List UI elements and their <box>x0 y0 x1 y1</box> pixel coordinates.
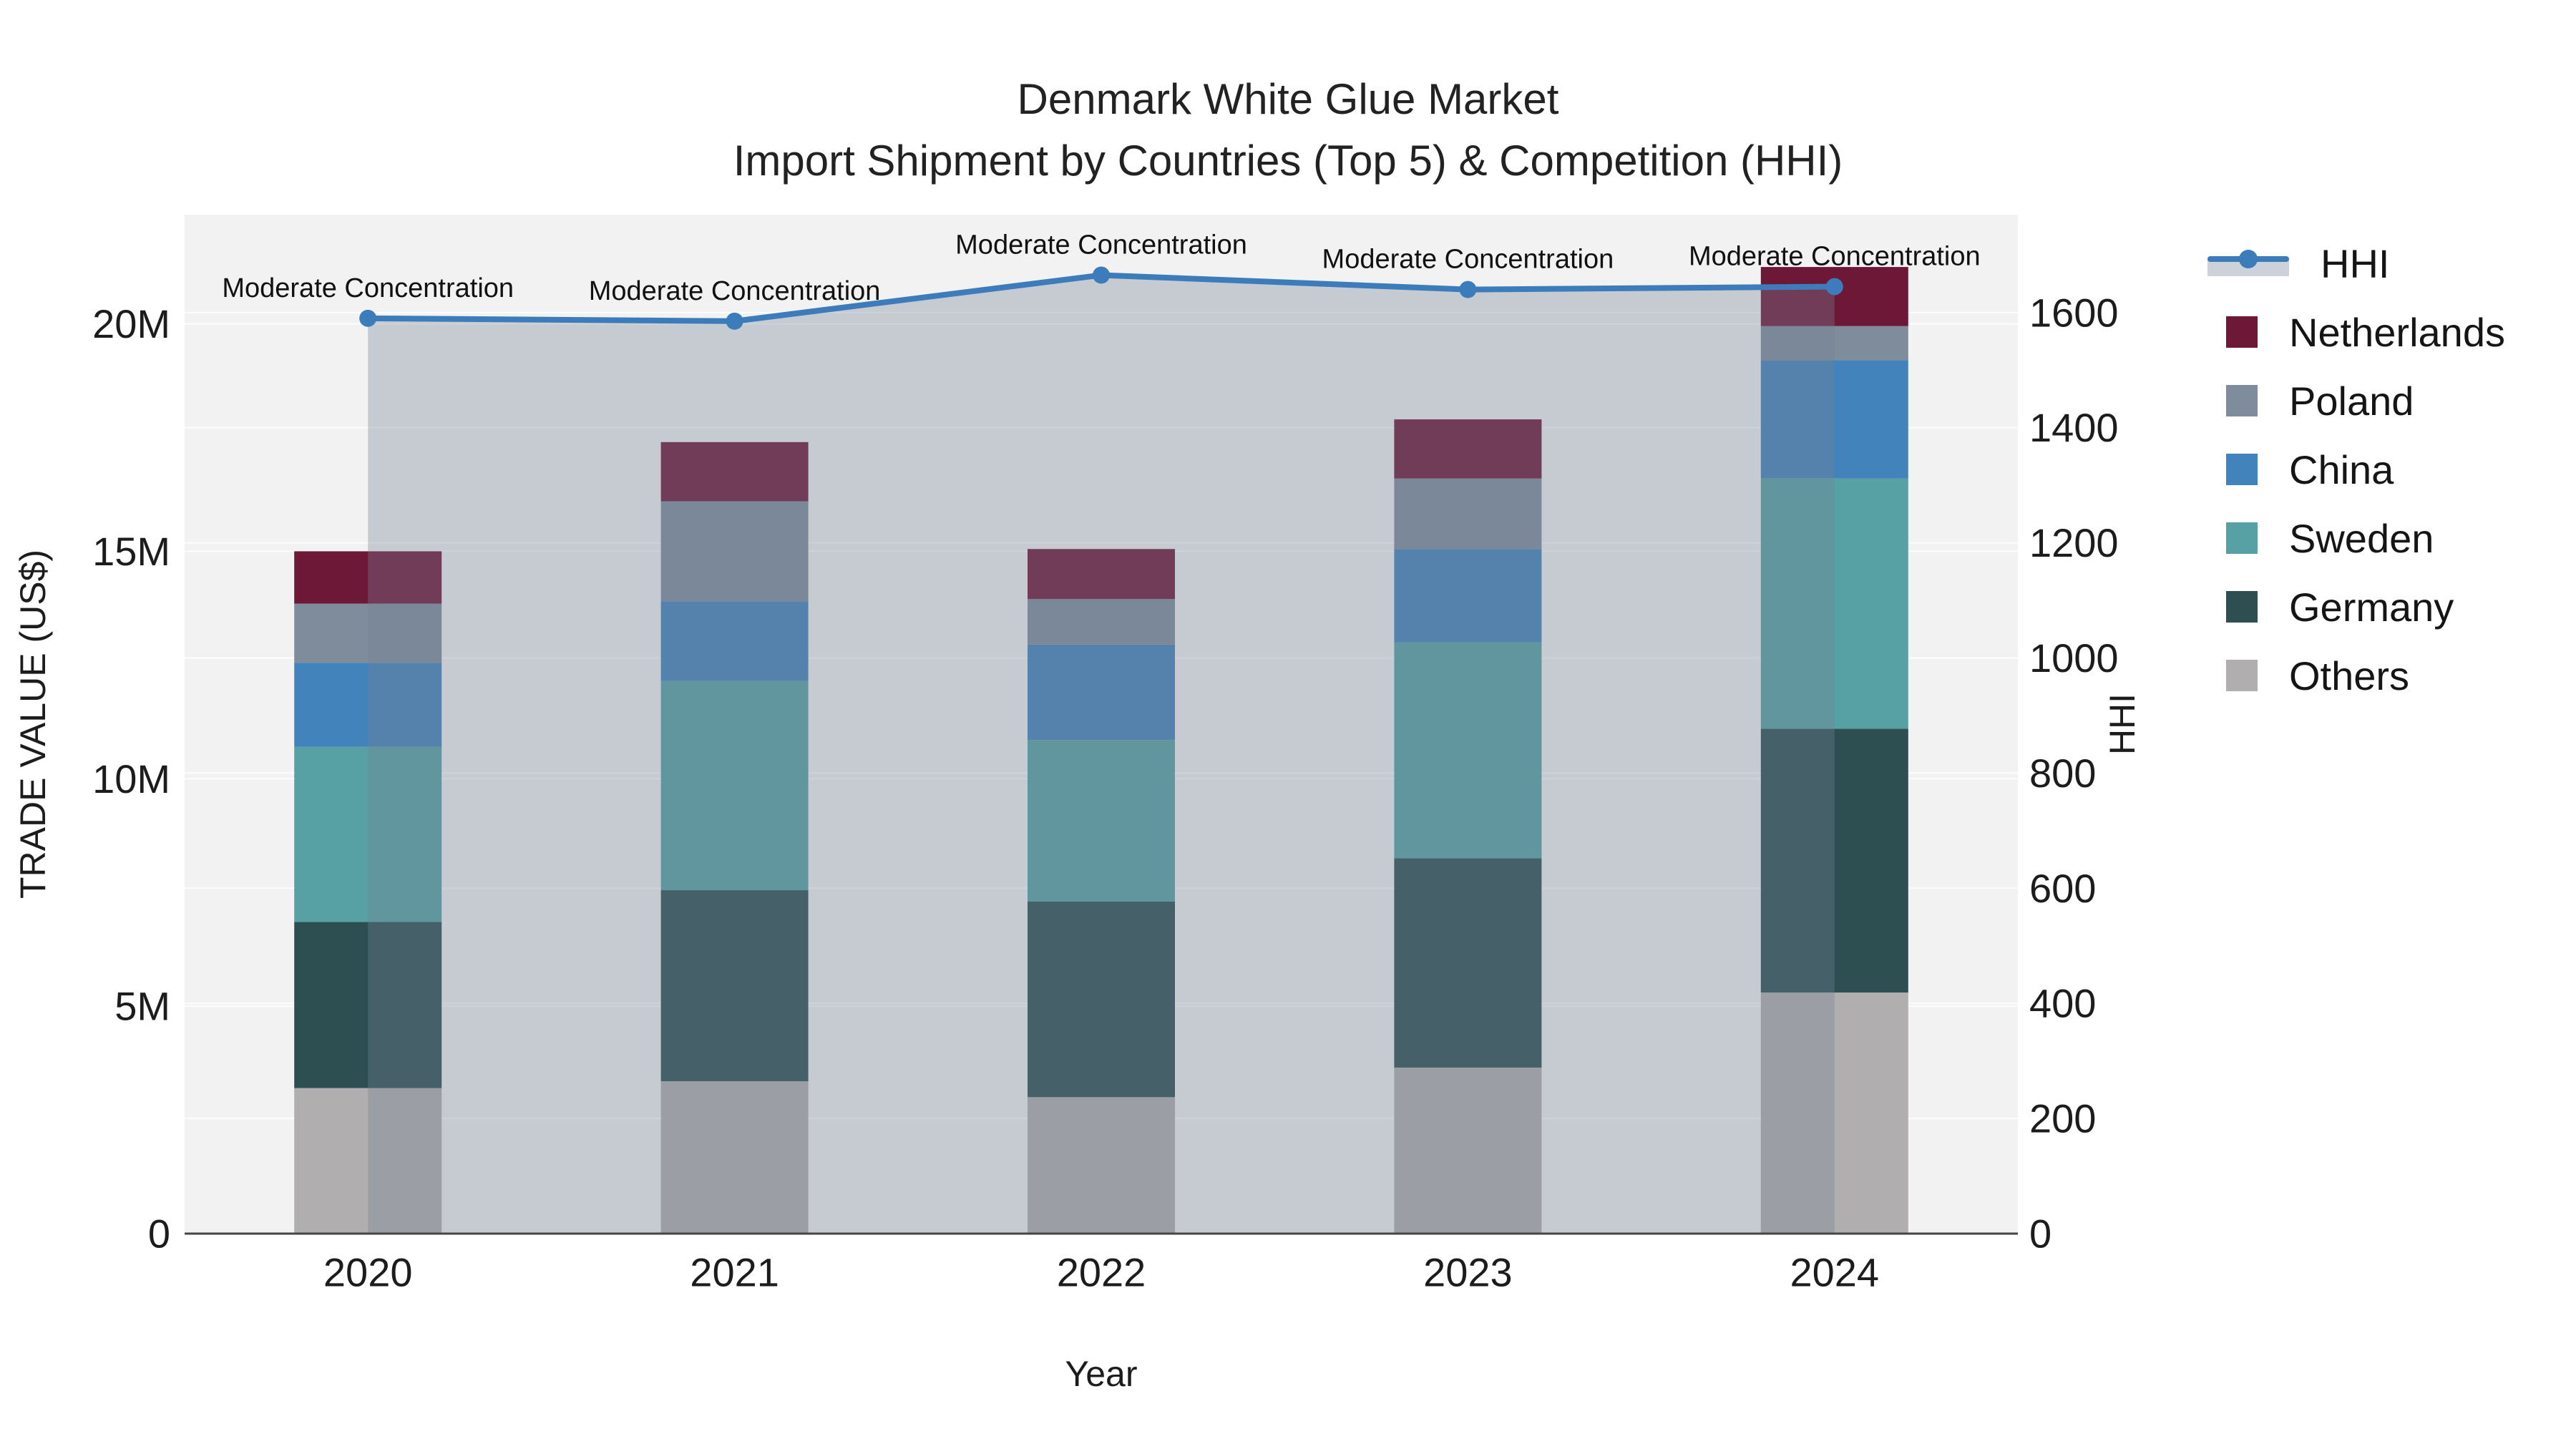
y2-tick-label: 1200 <box>2029 520 2119 565</box>
y-axis-title: TRADE VALUE (US$) <box>13 549 53 899</box>
bar-segment-poland-2023[interactable] <box>1394 478 1542 550</box>
bar-segment-netherlands-2024[interactable] <box>1760 267 1908 326</box>
legend-label-sweden: Sweden <box>2289 515 2434 561</box>
legend-swatch-germany <box>2226 591 2258 623</box>
hhi-dot-2023[interactable] <box>1459 280 1477 298</box>
bar-segment-netherlands-2023[interactable] <box>1394 419 1542 479</box>
bar-segment-others-2024[interactable] <box>1760 992 1908 1234</box>
legend-item-others[interactable]: Others <box>2207 641 2505 710</box>
legend-swatch-others <box>2226 660 2258 691</box>
annotation-2023: Moderate Concentration <box>1322 245 1614 275</box>
y2-tick-label: 1600 <box>2029 290 2119 335</box>
bar-segment-netherlands-2021[interactable] <box>660 441 809 502</box>
y2-tick-label: 0 <box>2029 1211 2051 1257</box>
bar-segment-china-2021[interactable] <box>660 601 809 681</box>
hhi-dot-2020[interactable] <box>359 309 377 327</box>
bar-segment-others-2023[interactable] <box>1394 1067 1542 1234</box>
y2-tick-label: 600 <box>2029 866 2096 911</box>
y2-tick-label: 1000 <box>2029 635 2119 680</box>
legend-label-poland: Poland <box>2289 378 2414 424</box>
legend-item-china[interactable]: China <box>2207 435 2505 504</box>
legend-item-hhi[interactable]: HHI <box>2207 229 2505 298</box>
y2-tick-label: 1400 <box>2029 405 2119 450</box>
x-tick-label-2022: 2022 <box>1057 1250 1146 1295</box>
legend-swatch-sweden <box>2226 522 2258 554</box>
legend-label-others: Others <box>2289 653 2410 698</box>
bar-segment-germany-2022[interactable] <box>1028 901 1175 1098</box>
legend-item-poland[interactable]: Poland <box>2207 366 2505 435</box>
legend-label-netherlands: Netherlands <box>2289 309 2505 355</box>
legend-swatch-poland <box>2226 385 2258 416</box>
legend-swatch-china <box>2226 454 2258 485</box>
annotation-2021: Moderate Concentration <box>589 276 881 306</box>
annotation-2022: Moderate Concentration <box>955 230 1247 260</box>
legend-hhi-dot <box>2239 250 2258 268</box>
bar-segment-netherlands-2020[interactable] <box>294 551 442 604</box>
y-tick-label: 20M <box>92 301 170 346</box>
bar-segment-others-2022[interactable] <box>1028 1097 1175 1234</box>
bar-segment-poland-2021[interactable] <box>660 501 809 602</box>
y-tick-label: 5M <box>114 984 170 1029</box>
x-tick-label-2021: 2021 <box>690 1250 779 1295</box>
bar-segment-poland-2022[interactable] <box>1028 599 1175 645</box>
hhi-dot-2024[interactable] <box>1825 278 1843 296</box>
bar-segment-netherlands-2022[interactable] <box>1028 549 1175 600</box>
y2-axis-title: HHI <box>2102 693 2142 756</box>
bar-segment-germany-2023[interactable] <box>1394 858 1542 1068</box>
y2-tick-label: 800 <box>2029 751 2096 796</box>
bar-segment-china-2022[interactable] <box>1028 644 1175 741</box>
annotation-2020: Moderate Concentration <box>222 273 514 303</box>
x-tick-label-2020: 2020 <box>323 1250 413 1295</box>
y-tick-label: 10M <box>92 756 170 801</box>
bar-segment-germany-2021[interactable] <box>660 890 809 1082</box>
legend-item-sweden[interactable]: Sweden <box>2207 504 2505 572</box>
chart-subtitle: Import Shipment by Countries (Top 5) & C… <box>733 137 1843 185</box>
legend-swatch-netherlands <box>2226 316 2258 348</box>
x-tick-label-2024: 2024 <box>1790 1250 1880 1295</box>
bar-segment-sweden-2023[interactable] <box>1394 642 1542 859</box>
bar-segment-china-2020[interactable] <box>294 663 442 747</box>
legend-label-hhi: HHI <box>2321 240 2390 286</box>
annotation-2024: Moderate Concentration <box>1689 242 1981 272</box>
bar-segment-sweden-2020[interactable] <box>294 746 442 922</box>
title-block: Denmark White Glue Market Import Shipmen… <box>0 69 2576 192</box>
hhi-dot-2021[interactable] <box>726 312 743 330</box>
y-tick-label: 0 <box>148 1211 170 1257</box>
hhi-area-fill <box>368 275 1835 1234</box>
x-tick-label-2023: 2023 <box>1423 1250 1513 1295</box>
chart-title: Denmark White Glue Market <box>1017 75 1559 123</box>
hhi-dot-2022[interactable] <box>1093 266 1110 284</box>
bar-segment-sweden-2021[interactable] <box>660 680 809 891</box>
bar-segment-sweden-2024[interactable] <box>1760 478 1908 729</box>
bar-segment-germany-2024[interactable] <box>1760 728 1908 993</box>
x-axis-title: Year <box>1065 1354 1138 1394</box>
legend-label-china: China <box>2289 447 2394 492</box>
bar-segment-poland-2024[interactable] <box>1760 326 1908 361</box>
legend-hhi-line-icon <box>2207 248 2289 279</box>
legend: HHI Netherlands Poland China Sweden Germany Ot… <box>2207 229 2505 710</box>
legend-item-netherlands[interactable]: Netherlands <box>2207 298 2505 366</box>
bar-segment-others-2020[interactable] <box>294 1088 442 1234</box>
bar-segment-germany-2020[interactable] <box>294 922 442 1088</box>
bar-segment-china-2023[interactable] <box>1394 549 1542 643</box>
y2-tick-label: 400 <box>2029 981 2096 1026</box>
y-tick-label: 15M <box>92 529 170 574</box>
legend-item-germany[interactable]: Germany <box>2207 572 2505 641</box>
bar-segment-sweden-2022[interactable] <box>1028 740 1175 902</box>
bar-segment-poland-2020[interactable] <box>294 603 442 663</box>
y2-tick-label: 200 <box>2029 1096 2096 1141</box>
legend-label-germany: Germany <box>2289 584 2454 630</box>
bar-segment-others-2021[interactable] <box>660 1081 809 1234</box>
bar-segment-china-2024[interactable] <box>1760 360 1908 479</box>
